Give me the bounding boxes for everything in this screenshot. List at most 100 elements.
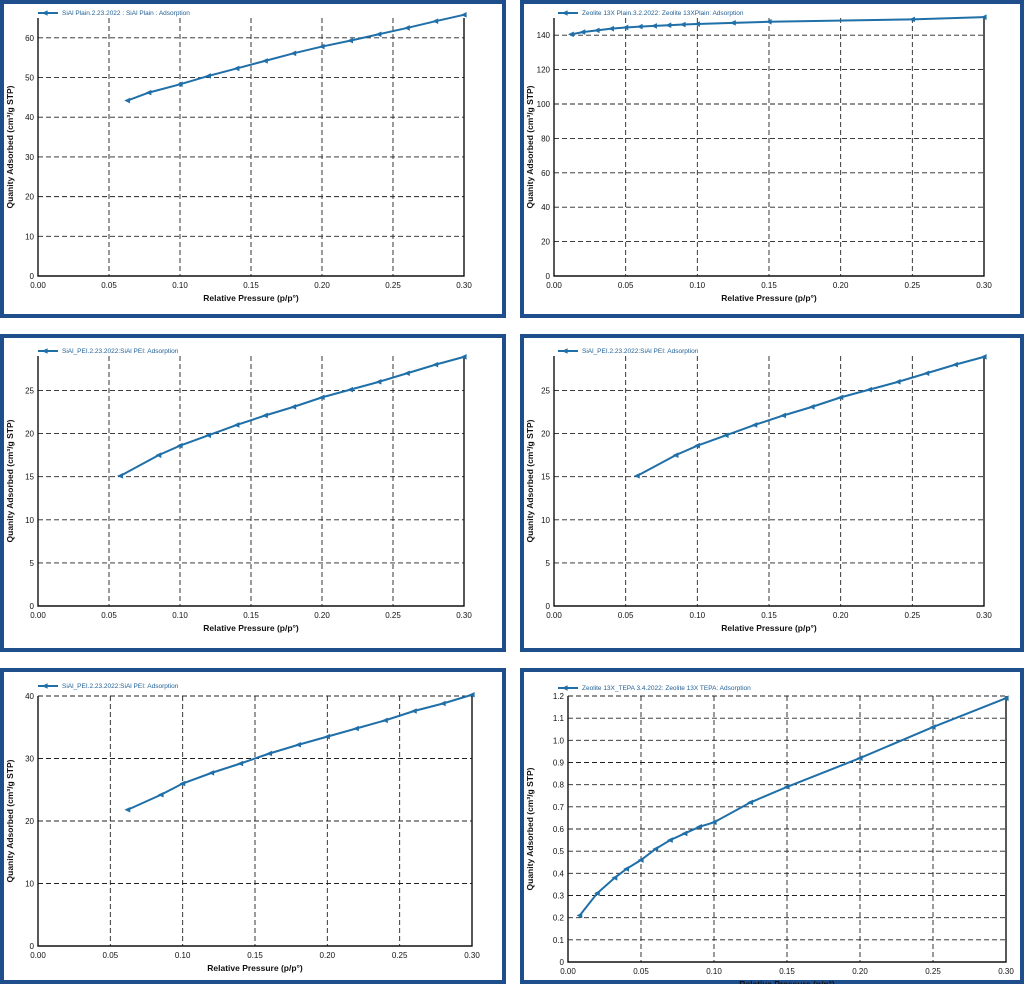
x-tick-label: 0.10 <box>690 281 706 290</box>
legend-marker <box>41 683 48 689</box>
data-point <box>568 31 574 38</box>
data-point <box>353 725 359 732</box>
x-tick-label: 0.25 <box>905 281 921 290</box>
data-point <box>694 21 700 27</box>
y-tick-label: 80 <box>541 134 550 143</box>
data-point <box>980 354 987 360</box>
data-point <box>765 18 772 25</box>
x-tick-label: 0.25 <box>392 951 408 960</box>
data-point <box>233 65 240 72</box>
legend-marker <box>41 10 48 16</box>
data-point <box>432 361 439 368</box>
legend: Zeolite 13X_TEPA 3.4.2022: Zeolite 13X T… <box>558 685 751 692</box>
data-point <box>1002 695 1009 702</box>
legend: SiAl_PEI.2.23.2022:SiAl PEI: Adsorption <box>558 348 699 355</box>
data-point <box>404 25 410 31</box>
x-axis-title: Relative Pressure (p/p°) <box>721 623 817 633</box>
data-point <box>404 370 410 377</box>
y-tick-label: 0.5 <box>553 847 565 856</box>
data-point <box>439 700 446 707</box>
y-tick-label: 40 <box>541 203 550 212</box>
data-point <box>375 379 382 385</box>
y-tick-label: 10 <box>25 232 34 241</box>
y-tick-label: 60 <box>25 34 34 43</box>
y-tick-label: 0 <box>30 942 35 951</box>
data-point <box>290 404 297 410</box>
y-tick-label: 0.1 <box>553 936 565 945</box>
legend-label: SiAl_PEI.2.23.2022:SiAl PEI: Adsorption <box>582 348 699 355</box>
data-point <box>694 442 700 449</box>
y-tick-label: 0.7 <box>553 803 565 812</box>
legend: Zeolite 13X Plain.3.2.2022: Zeolite 13XP… <box>558 10 744 17</box>
data-point <box>866 386 872 393</box>
y-tick-label: 0.9 <box>553 759 565 768</box>
series-markers <box>633 354 987 479</box>
data-point <box>205 73 211 79</box>
y-tick-label: 50 <box>25 74 34 83</box>
y-tick-label: 0 <box>560 958 565 967</box>
plot-frame <box>553 18 985 277</box>
data-point <box>318 43 325 50</box>
y-axis-title: Quanity Adsorbed (cm³/g STP) <box>5 85 15 208</box>
data-point <box>594 890 600 897</box>
data-point <box>837 394 844 401</box>
y-tick-label: 40 <box>25 692 34 701</box>
data-point <box>952 361 958 368</box>
x-tick-label: 0.00 <box>546 611 562 620</box>
y-tick-label: 15 <box>25 473 34 482</box>
x-tick-label: 0.00 <box>30 951 46 960</box>
x-tick-label: 0.05 <box>633 967 649 976</box>
x-tick-label: 0.30 <box>464 951 480 960</box>
data-point <box>980 14 987 20</box>
y-tick-label: 20 <box>541 238 550 247</box>
data-point <box>410 708 417 714</box>
chart-panel-1: 0.00 0.05 0.10 0.15 0.20 0.25 0.30 0 10 20 30 40 50 6… <box>0 0 506 318</box>
x-tick-label: 0.10 <box>172 281 188 290</box>
y-tick-label: 0.6 <box>553 825 565 834</box>
data-point <box>623 866 629 872</box>
legend-label: SiAl Plain.2.23.2022 : SiAl Plain : Adso… <box>62 10 190 17</box>
plot-frame <box>37 696 473 947</box>
data-point <box>667 837 673 843</box>
x-axis-title: Relative Pressure (p/p°) <box>203 623 299 633</box>
data-point <box>696 823 702 830</box>
legend-label: SiAl_PEI.2.23.2022:SiAl PEI: Adsorption <box>62 348 179 355</box>
data-point <box>636 23 643 30</box>
data-point <box>290 50 297 57</box>
chart-panel-6: 0.00 0.05 0.10 0.15 0.20 0.25 0.30 0 0.1 0.2 0.3 0.… <box>520 668 1024 984</box>
series-line <box>119 355 465 477</box>
x-tick-label: 0.05 <box>618 281 634 290</box>
y-tick-label: 0 <box>30 602 35 611</box>
x-tick-label: 0.05 <box>101 611 117 620</box>
x-tick-label: 0.20 <box>314 281 330 290</box>
data-point <box>710 819 717 826</box>
plot-frame <box>37 18 465 277</box>
x-tick-label: 0.10 <box>172 611 188 620</box>
data-point <box>347 386 353 393</box>
data-point <box>233 422 240 428</box>
chart-6-svg: 0.00 0.05 0.10 0.15 0.20 0.25 0.30 0 0.1 0.2 0.3 0.… <box>525 685 1014 984</box>
legend-label: SiAl_PEI.2.23.2022:SiAl PEI: Adsorption <box>62 683 179 690</box>
data-point <box>124 97 131 104</box>
y-tick-label: 40 <box>25 113 34 122</box>
y-tick-label: 5 <box>30 559 35 568</box>
y-tick-label: 5 <box>546 559 551 568</box>
data-point <box>652 846 659 852</box>
data-point <box>382 717 388 724</box>
x-tick-label: 0.00 <box>546 281 562 290</box>
data-point <box>347 37 353 44</box>
x-tick-label: 0.25 <box>385 281 401 290</box>
x-tick-label: 0.30 <box>456 611 472 620</box>
data-point <box>375 31 382 38</box>
x-tick-label: 0.15 <box>761 611 777 620</box>
data-point <box>633 473 640 479</box>
x-tick-label: 0.15 <box>779 967 795 976</box>
x-tick-label: 0.30 <box>976 611 992 620</box>
data-point <box>468 691 475 698</box>
y-tick-label: 20 <box>25 430 34 439</box>
legend: SiAl Plain.2.23.2022 : SiAl Plain : Adso… <box>38 10 190 17</box>
y-tick-label: 100 <box>537 100 551 109</box>
y-tick-label: 20 <box>541 430 550 439</box>
data-point <box>237 760 244 767</box>
data-point <box>622 24 629 31</box>
